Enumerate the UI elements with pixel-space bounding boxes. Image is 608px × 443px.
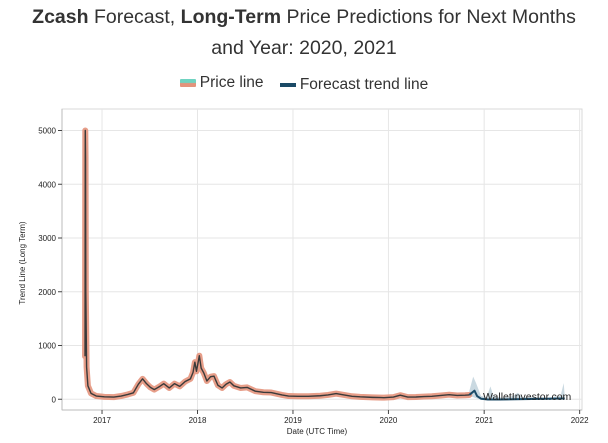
y-tick-label: 3000 <box>38 234 56 243</box>
forecast-trend-line <box>468 389 565 401</box>
chart-grid <box>61 109 582 411</box>
y-tick-label: 2000 <box>38 288 56 297</box>
x-axis-ticks: 2017 2018 2019 2020 2021 2022 <box>93 410 589 425</box>
price-line-halo <box>82 127 473 401</box>
y-tick-label: 0 <box>52 395 57 404</box>
plot-frame <box>61 108 583 411</box>
y-tick-label: 1000 <box>38 342 56 351</box>
chart-legend: Price line Forecast trend line <box>0 74 608 94</box>
title-line-2: and Year: 2020, 2021 <box>211 37 397 59</box>
title-coin: Zcash <box>32 6 89 28</box>
x-tick-label: 2021 <box>475 416 493 425</box>
x-tick-label: 2017 <box>93 416 111 425</box>
legend-price-label: Price line <box>199 74 264 91</box>
y-axis-ticks: 0 1000 2000 3000 4000 5000 <box>38 127 62 404</box>
title-emphasis: Long-Term <box>180 6 282 28</box>
legend-forecast-label: Forecast trend line <box>299 76 429 93</box>
series-layer <box>82 127 565 401</box>
price-line <box>84 129 470 399</box>
x-tick-label: 2020 <box>380 416 398 425</box>
x-axis-label: Date (UTC Time) <box>287 427 348 436</box>
x-tick-label: 2018 <box>189 416 207 425</box>
price-line-swatch-icon <box>179 79 196 87</box>
y-tick-label: 4000 <box>38 180 56 189</box>
page-title: Zcash Forecast, Long-Term Price Predicti… <box>0 2 608 64</box>
title-text-b: Price Predictions for Next Months <box>281 6 576 28</box>
legend-item-forecast[interactable]: Forecast trend line <box>279 76 429 94</box>
legend-item-price[interactable]: Price line <box>179 74 264 92</box>
x-tick-label: 2019 <box>284 416 302 425</box>
x-tick-label: 2022 <box>571 416 589 425</box>
watermark-text: WalletInvestor.com <box>483 391 572 403</box>
y-axis-label: Trend Line (Long Term) <box>18 221 27 304</box>
forecast-line-swatch-icon <box>279 83 296 87</box>
y-tick-label: 5000 <box>38 127 56 136</box>
title-text-a: Forecast, <box>88 6 181 28</box>
